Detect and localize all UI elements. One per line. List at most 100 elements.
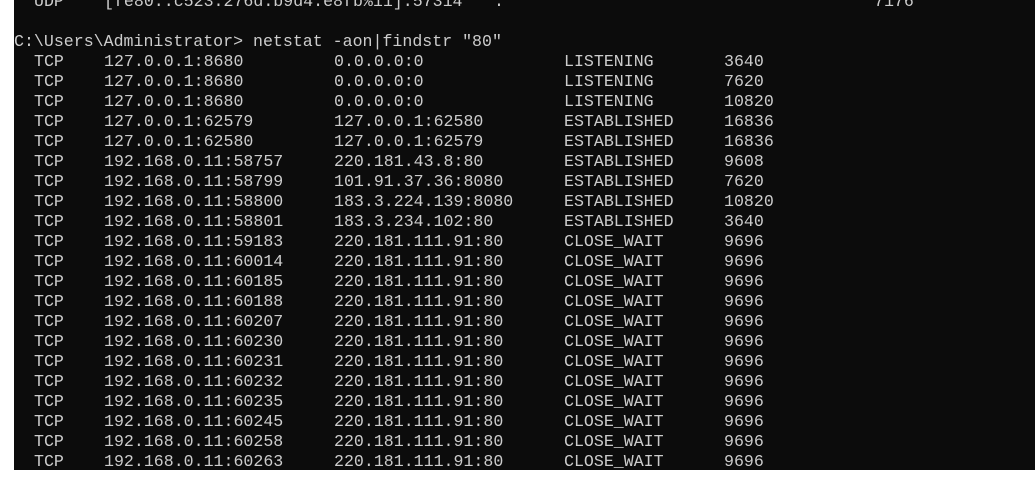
foreign-address: 0.0.0.0:0 [334, 72, 424, 91]
foreign-address: 183.3.224.139:8080 [334, 192, 514, 211]
foreign-address: 127.0.0.1:62579 [334, 132, 484, 151]
protocol: TCP [34, 152, 64, 171]
foreign-address: 220.181.111.91:80 [334, 412, 504, 431]
local-address: 192.168.0.11:60258 [104, 432, 284, 451]
state: CLOSE_WAIT [564, 372, 664, 391]
local-address: 192.168.0.11:60230 [104, 332, 284, 351]
partial-cell: *:* [484, 0, 514, 11]
foreign-address: 220.181.111.91:80 [334, 272, 504, 291]
local-address: 192.168.0.11:60232 [104, 372, 284, 391]
foreign-address: 220.181.111.91:80 [334, 292, 504, 311]
foreign-address: 220.181.111.91:80 [334, 452, 504, 470]
pid: 3640 [724, 52, 764, 71]
pid: 9696 [724, 292, 764, 311]
pid: 16836 [724, 132, 774, 151]
pid: 3640 [724, 212, 764, 231]
foreign-address: 220.181.111.91:80 [334, 252, 504, 271]
foreign-address: 220.181.111.91:80 [334, 372, 504, 391]
local-address: 192.168.0.11:60185 [104, 272, 284, 291]
foreign-address: 220.181.111.91:80 [334, 432, 504, 451]
state: LISTENING [564, 52, 654, 71]
protocol: TCP [34, 72, 64, 91]
foreign-address: 0.0.0.0:0 [334, 52, 424, 71]
foreign-address: 127.0.0.1:62580 [334, 112, 484, 131]
protocol: TCP [34, 392, 64, 411]
pid: 10820 [724, 92, 774, 111]
local-address: 192.168.0.11:60231 [104, 352, 284, 371]
state: CLOSE_WAIT [564, 252, 664, 271]
local-address: 192.168.0.11:58801 [104, 212, 284, 231]
pid: 9696 [724, 232, 764, 251]
pid: 9608 [724, 152, 764, 171]
pid: 9696 [724, 412, 764, 431]
state: CLOSE_WAIT [564, 392, 664, 411]
state: CLOSE_WAIT [564, 432, 664, 451]
state: CLOSE_WAIT [564, 312, 664, 331]
pid: 9696 [724, 272, 764, 291]
state: ESTABLISHED [564, 152, 674, 171]
state: LISTENING [564, 72, 654, 91]
foreign-address: 101.91.37.36:8080 [334, 172, 504, 191]
pid: 9696 [724, 452, 764, 470]
protocol: TCP [34, 352, 64, 371]
local-address: 192.168.0.11:59183 [104, 232, 284, 251]
protocol: TCP [34, 272, 64, 291]
partial-cell: UDP [34, 0, 64, 11]
state: CLOSE_WAIT [564, 232, 664, 251]
local-address: 127.0.0.1:8680 [104, 72, 244, 91]
local-address: 192.168.0.11:60188 [104, 292, 284, 311]
pid: 9696 [724, 332, 764, 351]
partial-cell: [fe80::c523:276d:b9d4:e8fb%11]:57314 [104, 0, 463, 11]
state: CLOSE_WAIT [564, 452, 664, 470]
protocol: TCP [34, 432, 64, 451]
protocol: TCP [34, 332, 64, 351]
protocol: TCP [34, 412, 64, 431]
pid: 9696 [724, 352, 764, 371]
local-address: 127.0.0.1:62580 [104, 132, 254, 151]
pid: 9696 [724, 252, 764, 271]
pid: 7620 [724, 172, 764, 191]
foreign-address: 220.181.111.91:80 [334, 312, 504, 331]
terminal-window: C:\Users\Administrator> netstat -aon|fin… [14, 0, 1035, 470]
state: ESTABLISHED [564, 172, 674, 191]
local-address: 192.168.0.11:58799 [104, 172, 284, 191]
local-address: 192.168.0.11:60207 [104, 312, 284, 331]
foreign-address: 220.181.111.91:80 [334, 332, 504, 351]
protocol: TCP [34, 372, 64, 391]
foreign-address: 183.3.234.102:80 [334, 212, 494, 231]
state: ESTABLISHED [564, 132, 674, 151]
local-address: 127.0.0.1:8680 [104, 92, 244, 111]
protocol: TCP [34, 252, 64, 271]
protocol: TCP [34, 172, 64, 191]
prompt-line: C:\Users\Administrator> netstat -aon|fin… [14, 32, 502, 51]
foreign-address: 220.181.111.91:80 [334, 392, 504, 411]
pid: 9696 [724, 392, 764, 411]
state: CLOSE_WAIT [564, 412, 664, 431]
local-address: 192.168.0.11:60263 [104, 452, 284, 470]
protocol: TCP [34, 292, 64, 311]
local-address: 192.168.0.11:60245 [104, 412, 284, 431]
local-address: 192.168.0.11:58800 [104, 192, 284, 211]
local-address: 192.168.0.11:60014 [104, 252, 284, 271]
protocol: TCP [34, 452, 64, 470]
protocol: TCP [34, 132, 64, 151]
foreign-address: 0.0.0.0:0 [334, 92, 424, 111]
pid: 9696 [724, 372, 764, 391]
state: CLOSE_WAIT [564, 292, 664, 311]
protocol: TCP [34, 52, 64, 71]
protocol: TCP [34, 92, 64, 111]
pid: 16836 [724, 112, 774, 131]
pid: 10820 [724, 192, 774, 211]
pid: 7620 [724, 72, 764, 91]
protocol: TCP [34, 232, 64, 251]
state: CLOSE_WAIT [564, 332, 664, 351]
pid: 9696 [724, 312, 764, 331]
protocol: TCP [34, 192, 64, 211]
local-address: 192.168.0.11:60235 [104, 392, 284, 411]
state: ESTABLISHED [564, 192, 674, 211]
protocol: TCP [34, 312, 64, 331]
state: CLOSE_WAIT [564, 352, 664, 371]
state: CLOSE_WAIT [564, 272, 664, 291]
protocol: TCP [34, 112, 64, 131]
